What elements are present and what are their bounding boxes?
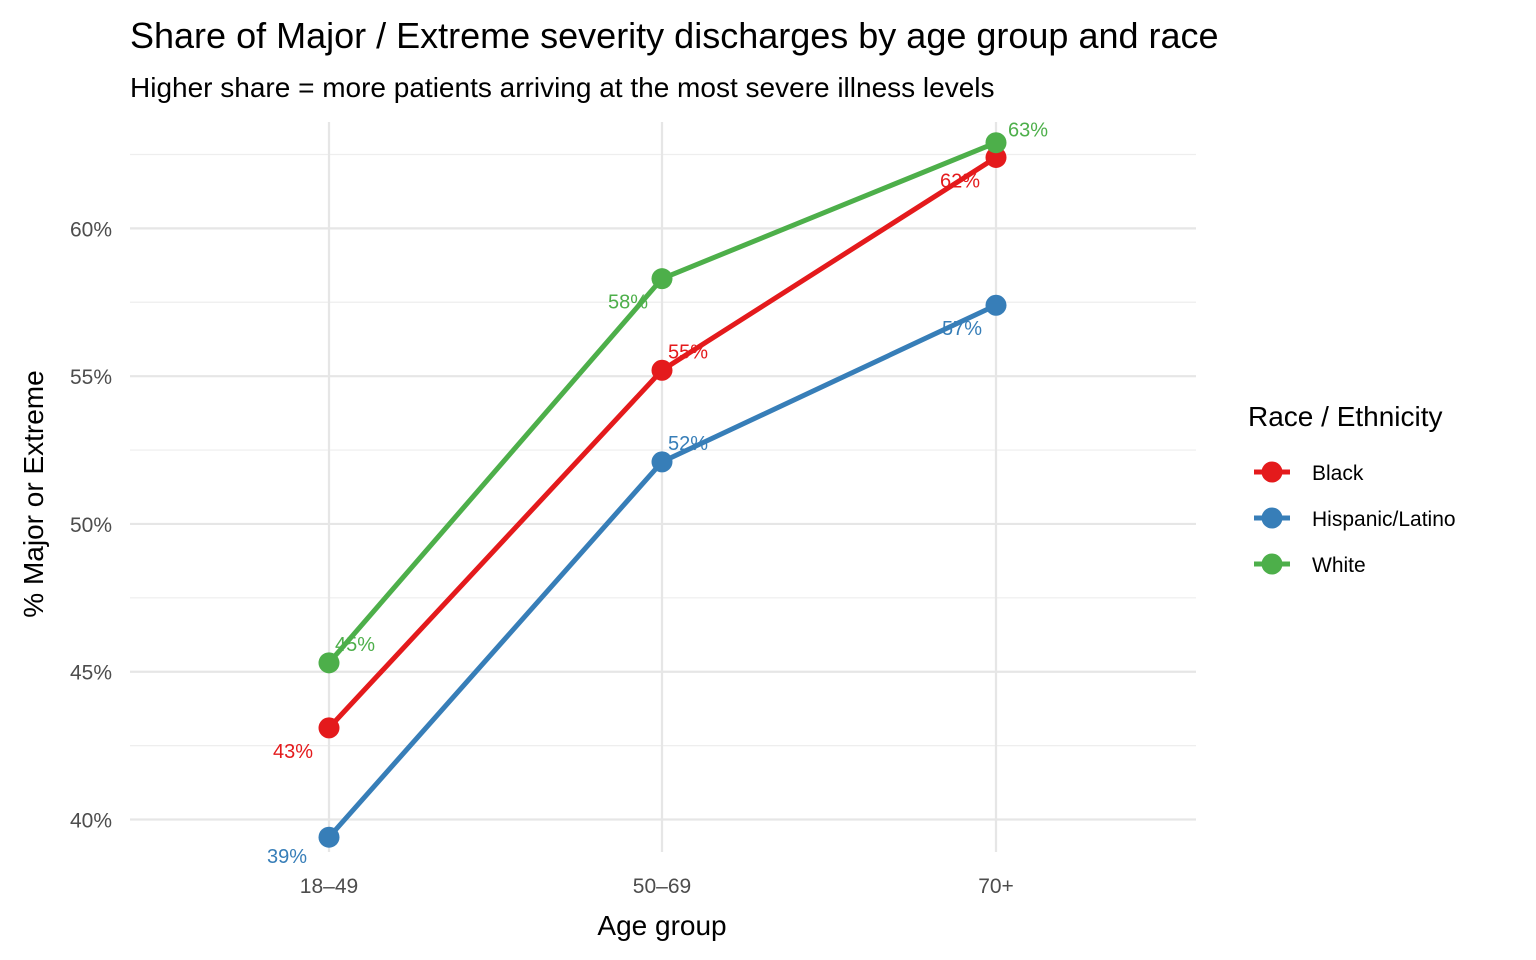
data-point xyxy=(318,826,340,848)
y-tick-label: 50% xyxy=(70,514,112,537)
data-point xyxy=(985,146,1007,168)
data-point xyxy=(985,294,1007,316)
series-points xyxy=(318,132,1007,848)
y-tick-label: 40% xyxy=(70,809,112,832)
data-point xyxy=(318,717,340,739)
data-label: 39% xyxy=(267,846,307,868)
legend-label: White xyxy=(1312,554,1366,577)
data-label: 57% xyxy=(942,318,982,340)
legend-key-point xyxy=(1261,461,1283,483)
chart-title: Share of Major / Extreme severity discha… xyxy=(130,15,1219,56)
data-label: 43% xyxy=(273,741,313,763)
y-axis-ticks: 40% 45% 50% 55% 60% xyxy=(70,218,112,832)
data-point xyxy=(651,451,673,473)
legend-label: Hispanic/Latino xyxy=(1312,508,1456,531)
data-label: 62% xyxy=(940,170,980,192)
data-label: 52% xyxy=(668,433,708,455)
x-axis-ticks: 18–49 50–69 70+ xyxy=(300,875,1014,898)
x-tick-label: 50–69 xyxy=(633,875,691,898)
x-axis-title: Age group xyxy=(597,910,726,941)
y-tick-label: 45% xyxy=(70,662,112,685)
data-point xyxy=(651,359,673,381)
y-axis-title: % Major or Extreme xyxy=(18,370,49,617)
series-labels: 43% 55% 62% 39% 52% 57% 45% 58% 63% xyxy=(267,120,1048,869)
data-label: 55% xyxy=(668,341,708,363)
x-tick-label: 70+ xyxy=(978,875,1014,898)
x-tick-label: 18–49 xyxy=(300,875,358,898)
data-label: 63% xyxy=(1008,120,1048,142)
data-point xyxy=(318,652,340,674)
data-label: 58% xyxy=(608,292,648,314)
y-tick-label: 60% xyxy=(70,218,112,241)
legend-title: Race / Ethnicity xyxy=(1248,401,1443,432)
data-point xyxy=(985,132,1007,154)
y-tick-label: 55% xyxy=(70,366,112,389)
chart-subtitle: Higher share = more patients arriving at… xyxy=(130,72,995,103)
data-point xyxy=(651,268,673,290)
legend-label: Black xyxy=(1312,462,1364,485)
legend-key-point xyxy=(1261,553,1283,575)
data-label: 45% xyxy=(335,634,375,656)
legend-key-point xyxy=(1261,507,1283,529)
legend: Race / Ethnicity Black Hispanic/Latino Whi… xyxy=(1248,401,1456,577)
